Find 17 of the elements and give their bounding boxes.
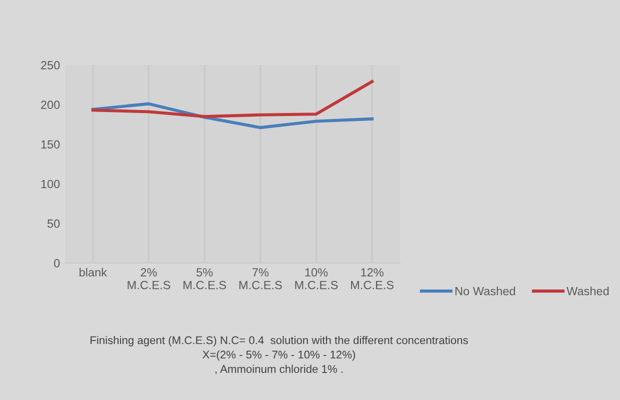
text: Finishing agent (M.C.E.S) N.C= 0.4 solution with the different concentrations X=(2% - 5% - 7% - 10% - 12%) , Ammoinum chloride 1% .: [90, 336, 468, 374]
x-tick-label: 2% M.C.E.S: [128, 268, 170, 290]
x-tick-label: 12% M.C.E.S: [351, 268, 394, 290]
y-tick-label: 0: [54, 259, 60, 268]
line-series: [91, 80, 374, 118]
y-tick-label: 200: [41, 100, 60, 109]
y-tick-label: 100: [41, 180, 60, 188]
legend-label: No Washed: [455, 286, 515, 296]
line-series: [91, 102, 374, 130]
y-tick-label: 150: [41, 140, 60, 149]
x-tick-label: 10% M.C.E.S: [295, 268, 338, 290]
y-tick-label: 250: [41, 61, 60, 70]
legend-label: Washed: [566, 286, 609, 296]
x-tick-label: 7% M.C.E.S: [239, 268, 282, 290]
x-tick-label: blank: [80, 268, 108, 277]
y-tick-label: 50: [47, 219, 60, 228]
x-tick-label: 5% M.C.E.S: [184, 268, 226, 290]
